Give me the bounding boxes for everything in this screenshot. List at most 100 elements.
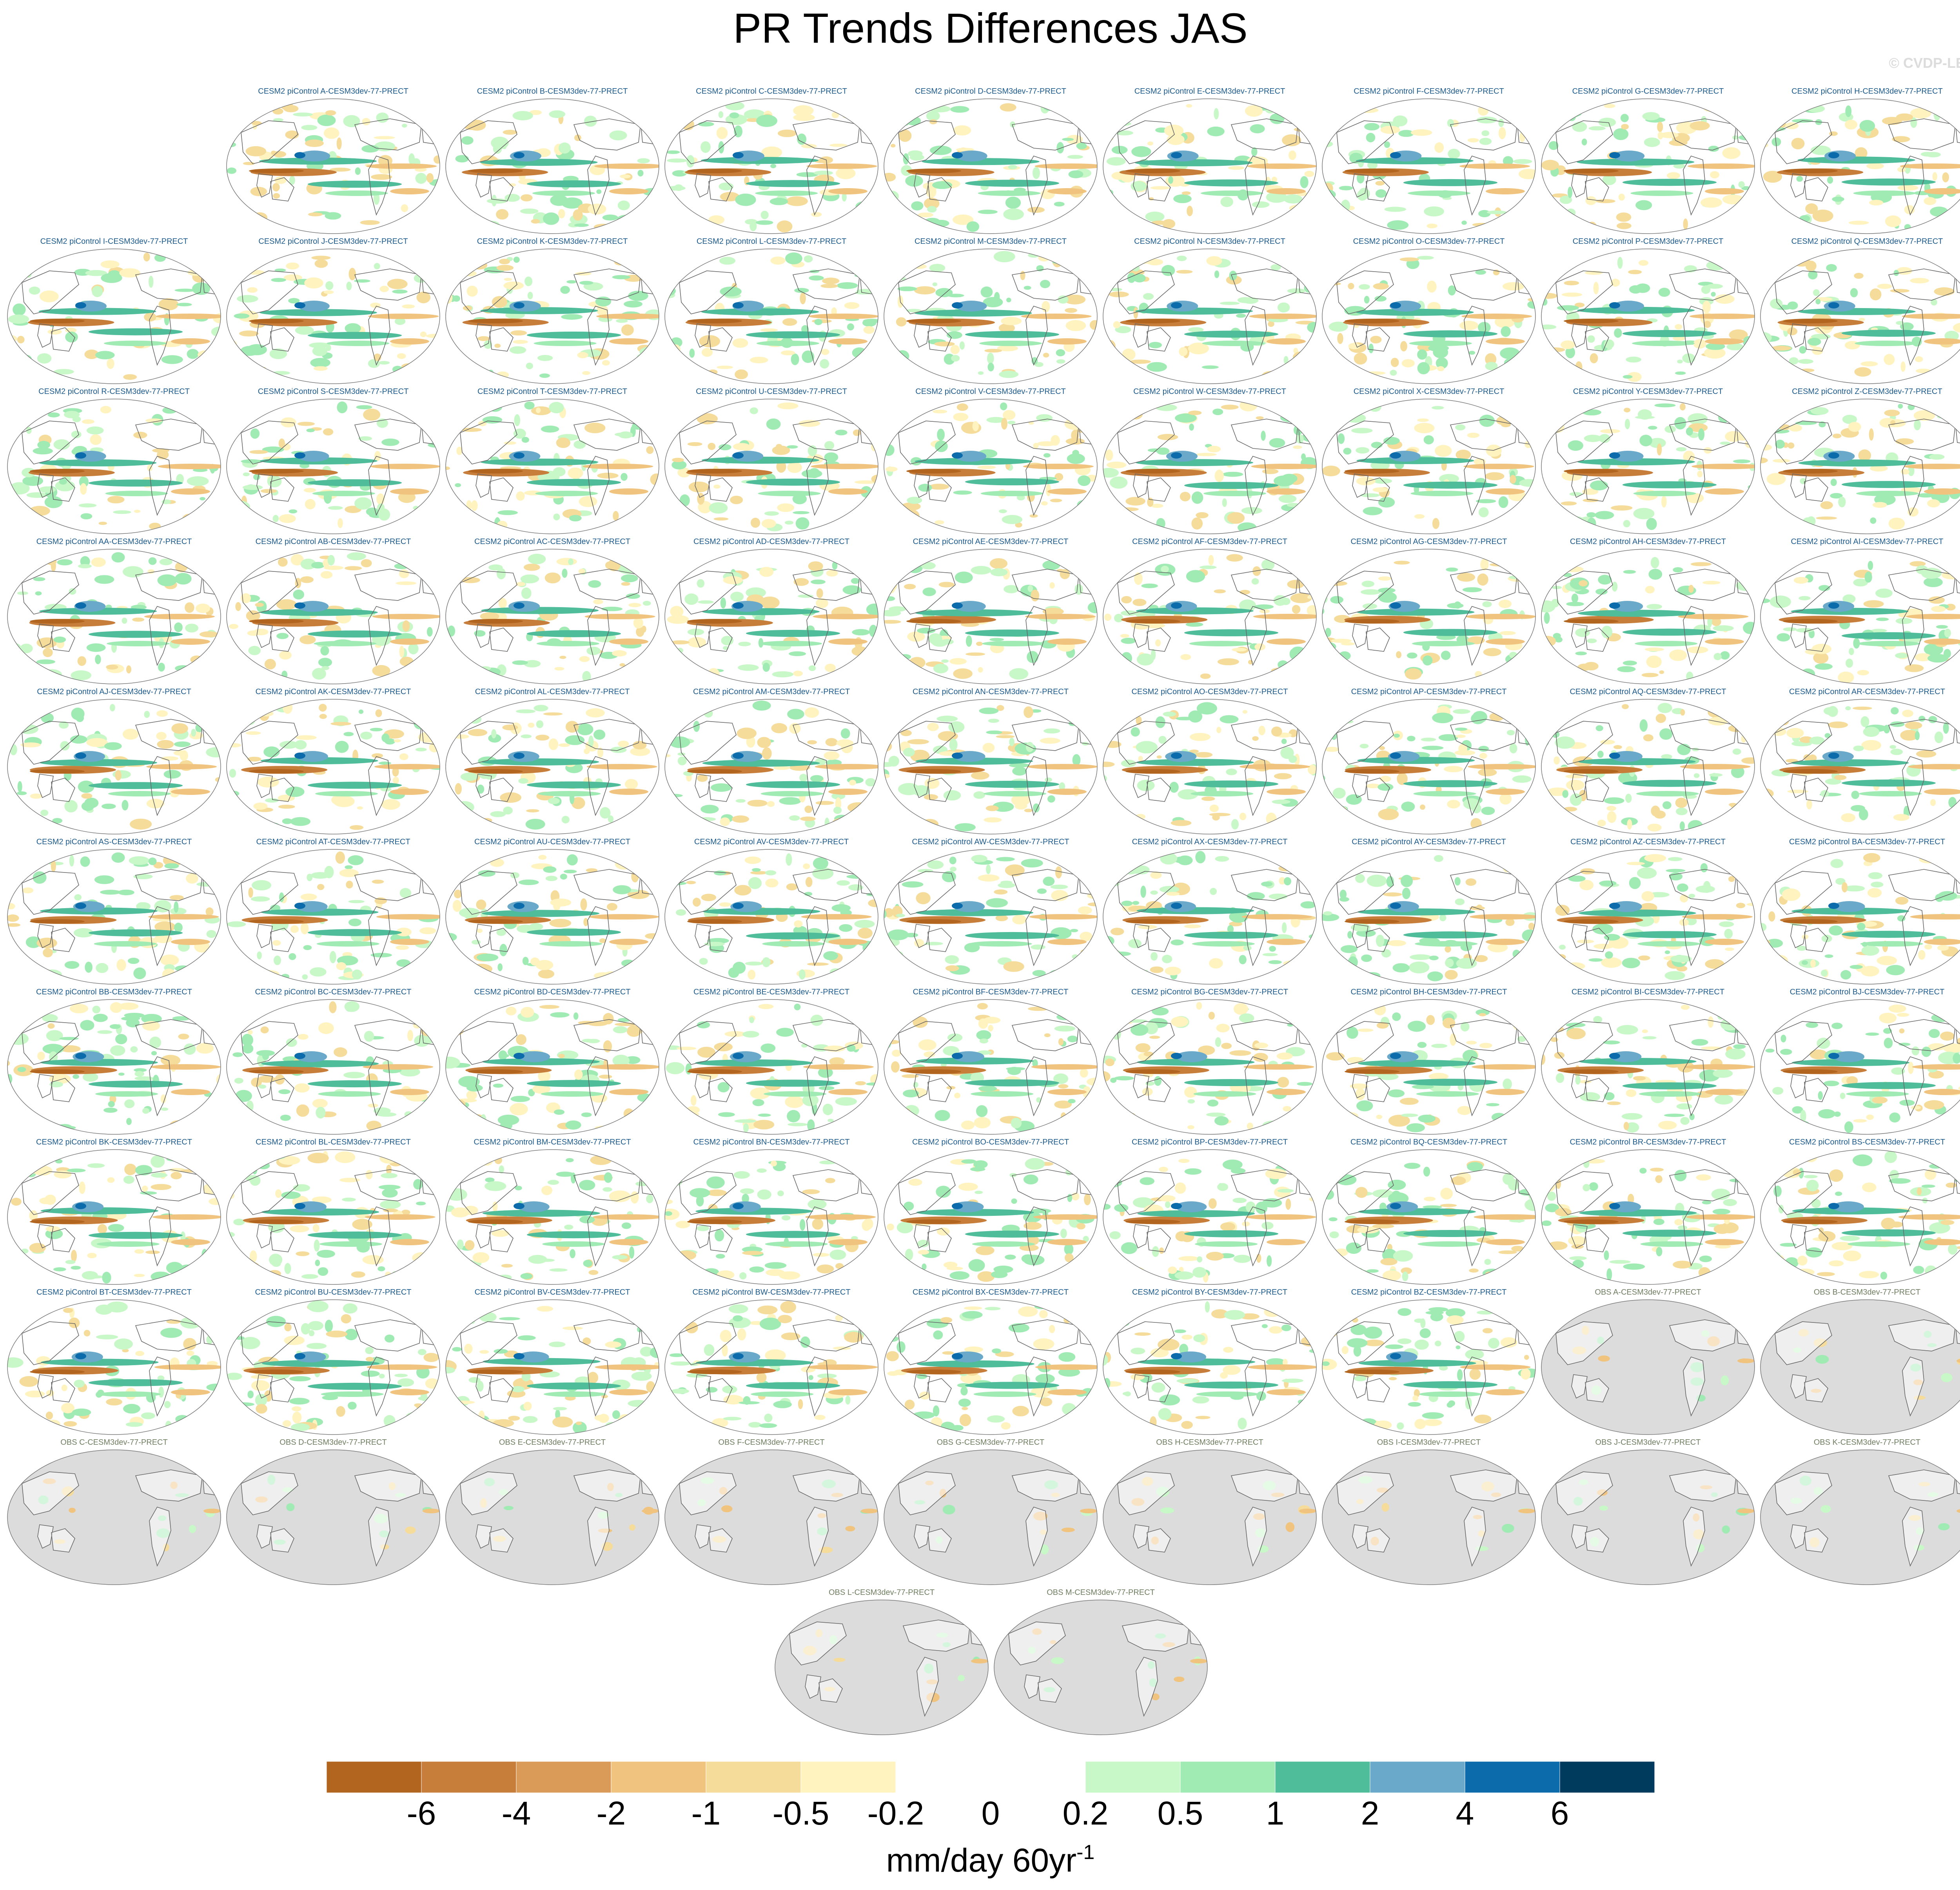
coastline [1669,719,1737,751]
dry-anomaly [682,521,694,525]
wet-anomaly [866,110,873,120]
wet-anomaly [184,822,198,831]
dry-anomaly [1354,352,1367,365]
wet-anomaly [811,579,826,584]
coastline [1336,421,1394,464]
wet-anomaly [46,1030,63,1041]
wet-anomaly [487,370,494,379]
wet-anomaly [253,474,260,480]
wet-anomaly [524,401,535,410]
south-pacific-wet-band [1202,341,1265,346]
dry-anomaly [1600,740,1615,745]
coastline [1147,177,1171,201]
dry-anomaly [185,602,194,613]
wet-anomaly [701,141,711,153]
dry-anomaly [446,1009,458,1015]
dry-anomaly [628,603,641,608]
wet-anomaly [243,472,250,476]
wet-anomaly [472,940,481,945]
coastline [679,721,737,765]
dry-anomaly [1040,738,1060,744]
dry-anomaly [1196,453,1217,456]
wet-anomaly [1229,911,1249,923]
map-panel: CESM2 piControl K-CESM3dev-77-PRECT [445,237,660,386]
south-pacific-wet-band [314,641,377,646]
wet-anomaly [513,256,520,263]
wet-anomaly [303,945,312,950]
wet-anomaly [1479,415,1495,427]
dry-anomaly [361,559,372,568]
wet-anomaly [246,852,253,864]
wet-anomaly [251,896,270,902]
dry-anomaly [1125,497,1145,506]
dry-anomaly [1394,560,1410,565]
wet-anomaly [1003,208,1024,220]
wet-anomaly [612,275,630,279]
warm-pool-max [294,152,305,158]
wet-anomaly [36,659,55,664]
dry-anomaly [7,1060,10,1066]
map-panel: CESM2 piControl AW-CESM3dev-77-PRECT [883,838,1098,987]
wet-anomaly [621,574,638,582]
coastline [1669,268,1737,301]
coastline [1245,156,1267,216]
wet-anomaly [1085,203,1097,207]
wet-anomaly [907,562,923,573]
coastline [1464,606,1486,666]
wet-anomaly [1530,507,1535,517]
wet-anomaly [260,822,280,829]
dry-anomaly [744,856,761,864]
wet-anomaly [64,961,80,969]
dry-anomaly [822,278,840,285]
dry-anomaly [793,114,815,121]
dry-anomaly [620,174,631,179]
dry-anomaly [1058,854,1064,864]
spcz-wet-band [527,479,621,486]
wet-anomaly [1392,963,1410,972]
equatorial-dry-core [468,619,523,624]
panel-title: CESM2 piControl AZ-CESM3dev-77-PRECT [1570,838,1726,846]
south-atlantic-dry [390,1089,429,1095]
map-panel: CESM2 piControl I-CESM3dev-77-PRECT [6,237,222,386]
south-pacific-wet-band [1408,190,1471,196]
spcz-wet-band [746,180,840,187]
warm-pool-wet-core [296,751,328,762]
warm-pool-max [75,1053,86,1059]
wet-anomaly [814,170,833,176]
warm-pool-max [733,602,744,609]
dry-anomaly [1675,798,1688,808]
wet-anomaly [1006,297,1011,303]
dry-anomaly [245,146,267,156]
wet-anomaly [998,882,1015,888]
map-border [1103,849,1317,985]
wet-anomaly [1503,156,1514,166]
equatorial-wet-band [39,459,157,466]
dry-anomaly [396,927,412,936]
coastline [51,477,75,502]
equatorial-wet-band [481,758,599,765]
wet-anomaly [698,122,714,127]
dry-anomaly [1618,194,1625,201]
wet-anomaly [1933,108,1940,121]
wet-anomaly [1027,585,1033,592]
dry-anomaly [1229,921,1243,927]
wet-anomaly [1359,284,1370,290]
wet-anomaly [1931,249,1941,262]
dry-anomaly [872,668,878,680]
dry-anomaly [98,522,107,525]
dry-anomaly [929,484,949,490]
wet-anomaly [1676,807,1688,815]
warm-pool-wet-core [297,601,329,612]
wet-anomaly [1571,593,1579,603]
warm-pool-wet-core [1611,751,1642,762]
coastline [1366,327,1390,352]
dry-anomaly [133,432,147,439]
wet-anomaly [337,401,348,414]
wet-anomaly [1815,663,1833,670]
wet-anomaly [1835,878,1846,885]
wet-anomaly [490,811,506,817]
atlantic-dry-band [1470,914,1535,920]
equatorial-wet-band [1357,608,1475,616]
coastline [241,270,298,314]
coastline [806,756,829,816]
